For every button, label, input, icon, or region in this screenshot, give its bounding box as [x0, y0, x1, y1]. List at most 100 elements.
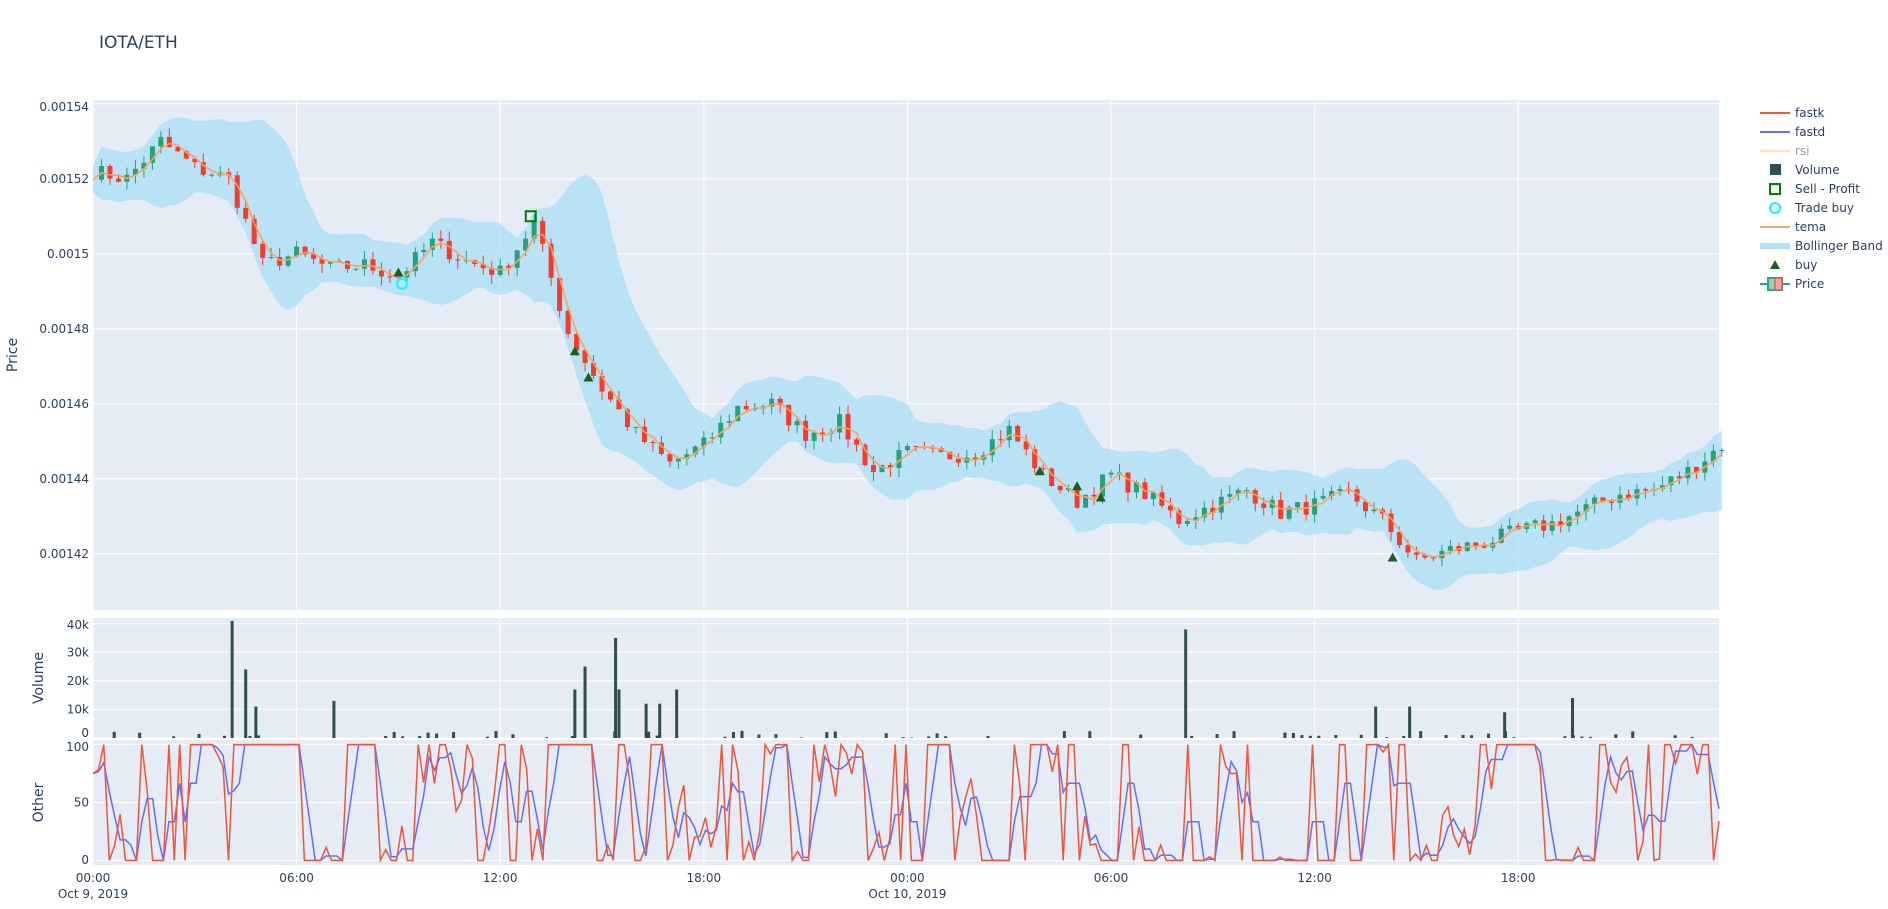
candle-body — [1498, 528, 1504, 543]
candle-body — [1583, 504, 1589, 512]
volume-bar — [1215, 734, 1219, 738]
bollinger-band — [93, 117, 1722, 591]
candle-body — [345, 260, 351, 270]
candle-body — [854, 439, 860, 445]
candle-body — [514, 250, 520, 268]
volume-bar — [825, 732, 829, 738]
candle-body — [1363, 501, 1369, 512]
candle-body — [599, 375, 605, 392]
volume-bar — [112, 731, 116, 738]
volume-bar — [986, 736, 990, 738]
candle-body — [913, 446, 919, 448]
legend-item[interactable]: Volume — [1770, 163, 1840, 177]
volume-bar — [1580, 736, 1584, 738]
legend-candle-down-icon — [1774, 277, 1783, 291]
volume-bar — [197, 733, 201, 738]
candle-body — [387, 276, 393, 278]
candle-body — [446, 240, 452, 260]
candle-body — [243, 207, 249, 219]
candle-body — [192, 158, 198, 163]
legend-item[interactable]: Trade buy — [1769, 201, 1854, 215]
candle-body — [565, 310, 571, 335]
volume-bar — [256, 735, 260, 738]
legend-label: rsi — [1795, 144, 1810, 158]
candle-body — [1100, 474, 1106, 497]
candle-body — [1244, 490, 1250, 492]
candle-body — [1150, 492, 1156, 500]
volume-bar — [426, 732, 430, 738]
volume-bar — [658, 703, 662, 738]
legend-item[interactable]: fastk — [1760, 106, 1825, 120]
candle-body — [1083, 494, 1089, 508]
legend[interactable]: fastk fastd rsi Volume Sell - Profit Trade bu… — [1760, 106, 1883, 291]
legend-item[interactable]: fastd — [1760, 125, 1825, 139]
candle-body — [1125, 472, 1131, 493]
fastk-line — [92, 742, 1720, 864]
candle-body — [1015, 425, 1021, 442]
volume-ytick-label: 20k — [67, 674, 89, 688]
candle-body — [421, 249, 427, 252]
volume-bar — [944, 736, 948, 738]
volume-bar — [757, 734, 761, 738]
candle-body — [896, 450, 902, 468]
candle-body — [523, 238, 529, 251]
legend-item[interactable]: Price — [1760, 277, 1824, 291]
price-ytick-label: 0.00148 — [39, 322, 89, 336]
candle-body — [234, 175, 240, 208]
chart-title: IOTA/ETH — [99, 33, 178, 53]
volume-bar — [884, 733, 888, 738]
legend-item[interactable]: tema — [1760, 220, 1826, 234]
volume-bar — [1588, 736, 1592, 738]
candle-body — [328, 261, 334, 264]
candle-body — [438, 238, 444, 241]
legend-label: fastk — [1795, 106, 1825, 120]
candle-body — [1668, 476, 1674, 486]
candle-body — [200, 162, 206, 175]
price-ytick-label: 0.00142 — [39, 547, 89, 561]
candle-body — [811, 432, 817, 441]
legend-label: fastd — [1795, 125, 1825, 139]
candle-body — [175, 147, 181, 152]
volume-bar — [1503, 712, 1507, 738]
volume-bar — [401, 736, 405, 738]
volume-bar — [254, 706, 258, 738]
volume-bar — [1291, 733, 1295, 738]
x-tick-label: 12:00 — [483, 871, 518, 885]
legend-item[interactable]: buy — [1770, 258, 1817, 272]
legend-item[interactable]: Sell - Profit — [1769, 182, 1860, 196]
volume-bar — [723, 736, 727, 738]
x-tick-label: 18:00 — [687, 871, 722, 885]
price-ytick-label: 0.00154 — [39, 100, 89, 114]
candle-body — [1201, 507, 1207, 518]
candle-body — [1006, 425, 1012, 441]
volume-bar — [614, 638, 618, 738]
candle-body — [1592, 497, 1598, 505]
candle-body — [183, 151, 189, 159]
candle-body — [1320, 496, 1326, 499]
candle-body — [1295, 502, 1301, 508]
volume-bar — [655, 735, 659, 738]
volume-bar — [935, 733, 939, 738]
candle-body — [582, 350, 588, 363]
candle-body — [1252, 490, 1258, 504]
volume-bar — [570, 735, 574, 738]
legend-label: Bollinger Band — [1795, 239, 1883, 253]
candle-body — [1473, 542, 1479, 546]
price-axis-title: Price — [5, 338, 21, 372]
legend-label: Volume — [1795, 163, 1840, 177]
candle-body — [1091, 494, 1097, 497]
candle-body — [1210, 507, 1216, 513]
volume-bar — [1673, 735, 1677, 738]
legend-item[interactable]: rsi — [1760, 144, 1810, 158]
candle-body — [540, 220, 546, 244]
volume-bar — [1563, 736, 1567, 738]
candle-body — [1354, 489, 1360, 502]
volume-ytick-label: 30k — [67, 645, 89, 659]
candle-body — [1685, 467, 1691, 479]
candle-body — [1371, 509, 1377, 512]
legend-item[interactable]: Bollinger Band — [1760, 239, 1883, 253]
volume-bar — [244, 669, 248, 738]
candle-body — [769, 398, 775, 407]
